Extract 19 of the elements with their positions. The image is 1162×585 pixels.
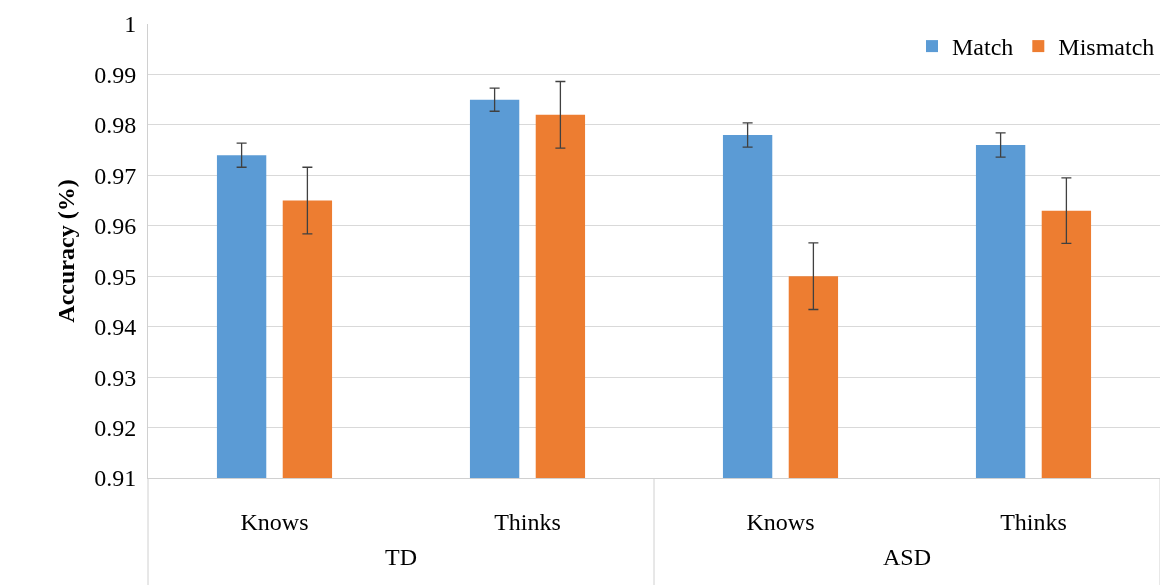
legend-label: Match: [952, 34, 1014, 61]
y-tick-label: 0.93: [94, 364, 137, 391]
y-tick-label: 1: [124, 11, 137, 38]
y-tick-label: 0.96: [94, 213, 137, 240]
y-tick-label: 0.91: [94, 465, 137, 492]
x-tick-label: Thinks: [1000, 508, 1067, 535]
y-tick-label: 0.94: [94, 314, 137, 341]
legend-label: Mismatch: [1058, 34, 1155, 61]
y-tick-label: 0.92: [94, 414, 137, 441]
text: TD: [385, 544, 417, 570]
text: ASD: [883, 544, 932, 570]
x-tick-label: Knows: [746, 508, 815, 535]
y-tick-label: 0.99: [94, 61, 137, 88]
y-axis-title: Accuracy (%): [53, 179, 80, 323]
x-tick-label: Thinks: [494, 508, 561, 535]
x-tick-label: Knows: [240, 508, 309, 535]
y-tick-label: 0.98: [94, 112, 137, 139]
y-tick-label: 0.97: [94, 162, 137, 189]
y-tick-label: 0.95: [94, 263, 137, 290]
